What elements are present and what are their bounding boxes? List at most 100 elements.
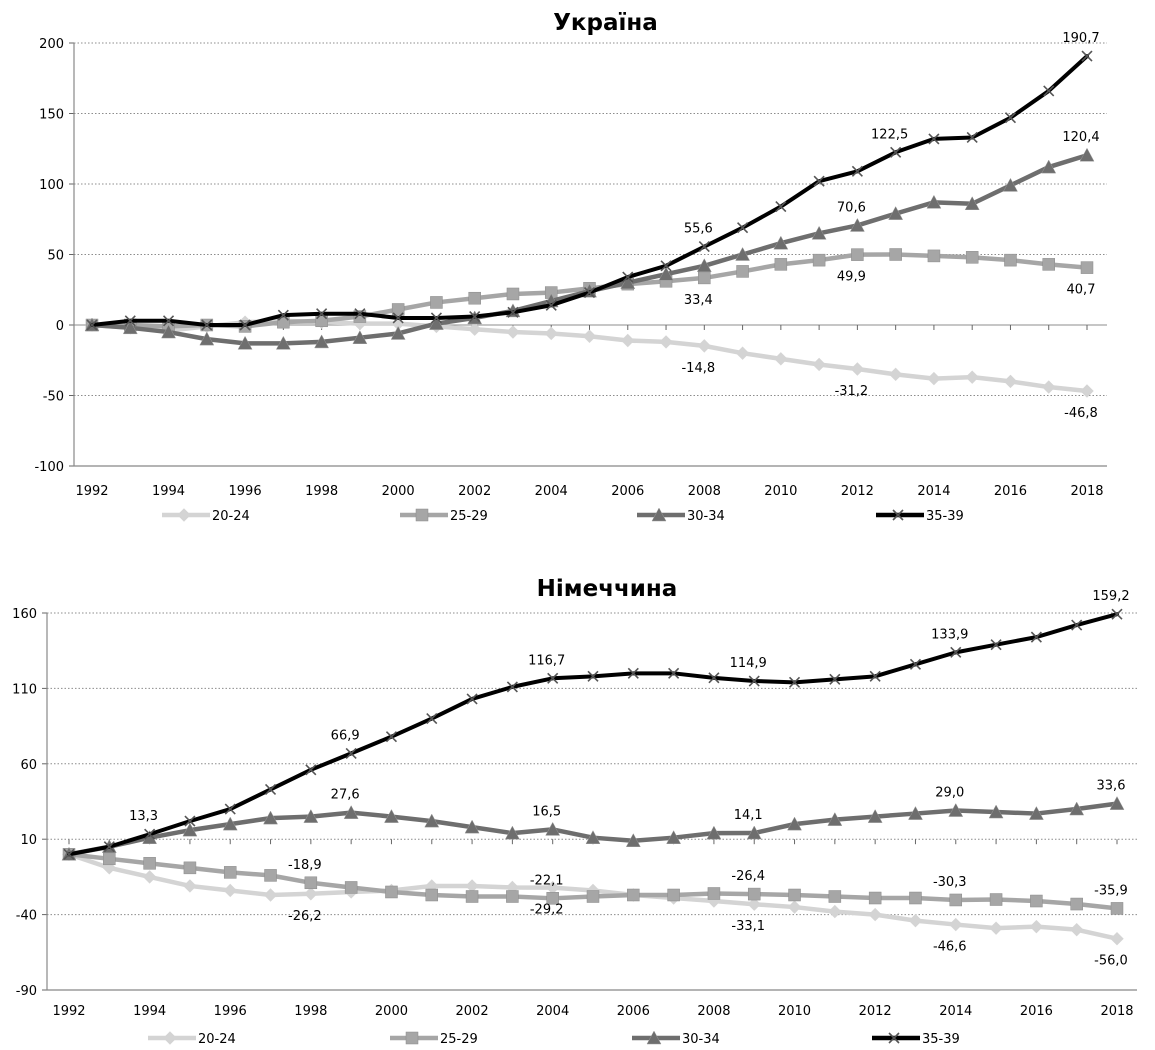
data-point — [385, 885, 398, 899]
data-point — [162, 315, 175, 327]
y-tick-label: -50 — [43, 390, 64, 405]
data-point — [926, 194, 942, 209]
data-label: 116,7 — [528, 653, 565, 668]
legend-item: 30-34 — [637, 507, 725, 524]
data-point — [1079, 147, 1095, 162]
data-point — [467, 322, 482, 336]
data-point — [391, 303, 405, 316]
data-point — [199, 331, 215, 346]
data-point — [746, 825, 762, 840]
data-point — [1080, 261, 1094, 274]
data-point — [103, 841, 115, 853]
data-point — [828, 904, 842, 919]
data-point — [583, 287, 596, 299]
data-label: -22,1 — [530, 873, 564, 888]
data-point — [909, 891, 922, 905]
data-point — [621, 333, 635, 348]
data-point — [430, 312, 442, 324]
legend-label: 35-39 — [926, 509, 964, 524]
legend-label: 35-39 — [922, 1032, 960, 1047]
data-point — [787, 816, 802, 831]
data-point — [735, 346, 750, 360]
data-point — [1003, 374, 1018, 389]
data-point — [948, 803, 964, 817]
data-point — [586, 890, 600, 903]
x-tick-label: 1992 — [75, 484, 108, 499]
data-point — [103, 852, 116, 866]
data-point — [706, 825, 722, 840]
data-label: 190,7 — [1062, 31, 1099, 46]
chart-1: Україна -100 -50 0 50 100 150 200 1992 1994 1996 19… — [34, 10, 1107, 524]
data-point — [829, 673, 841, 685]
data-point — [392, 312, 404, 324]
x-tick-label: 2016 — [1020, 1004, 1053, 1019]
y-tick-label: 50 — [47, 249, 64, 264]
data-point — [1111, 608, 1123, 620]
data-point — [890, 146, 902, 158]
data-point — [184, 815, 196, 827]
x-tick-label: 2014 — [939, 1004, 972, 1019]
data-point — [237, 335, 253, 350]
data-point — [385, 731, 398, 743]
data-point — [737, 222, 749, 234]
data-label: 114,9 — [730, 656, 767, 671]
data-point — [990, 639, 1002, 651]
data-label: 70,6 — [837, 200, 866, 215]
x-tick-label: 2014 — [917, 484, 950, 499]
data-point — [811, 225, 827, 240]
data-label: -30,3 — [933, 875, 967, 890]
series-line — [89, 152, 1090, 346]
data-point — [390, 325, 406, 340]
x-tick-label: 1992 — [52, 1004, 85, 1019]
data-point — [344, 881, 358, 894]
data-point — [888, 367, 903, 382]
data-point — [304, 876, 318, 890]
data-point — [124, 315, 136, 327]
chart-title: Україна — [553, 10, 658, 36]
data-label: 40,7 — [1067, 283, 1096, 298]
data-point — [949, 893, 963, 907]
data-point — [849, 217, 865, 232]
data-point — [506, 325, 520, 339]
data-point — [988, 804, 1004, 819]
data-point — [1080, 384, 1094, 398]
data-label: 14,1 — [734, 808, 763, 823]
data-point — [927, 249, 941, 263]
data-point — [464, 819, 480, 834]
legend-label: 30-34 — [682, 1032, 720, 1047]
chart-title: Німеччина — [537, 576, 678, 602]
data-point — [868, 891, 882, 905]
data-point — [622, 271, 634, 283]
data-point — [927, 371, 941, 386]
data-point — [239, 319, 251, 331]
data-label: -56,0 — [1094, 954, 1128, 969]
data-point — [1042, 380, 1056, 394]
data-point — [426, 712, 438, 725]
data-point — [506, 681, 518, 693]
x-tick-label: 2000 — [375, 1004, 408, 1019]
data-point — [1042, 258, 1055, 271]
data-point — [223, 866, 237, 879]
x-tick-label: 2016 — [994, 484, 1027, 499]
x-tick-label: 2000 — [382, 484, 415, 499]
legend-marker — [415, 508, 429, 522]
x-tick-label: 1998 — [294, 1004, 327, 1019]
data-point — [950, 646, 962, 658]
data-point — [1029, 919, 1044, 934]
data-point — [122, 320, 138, 335]
data-point — [698, 241, 710, 253]
data-point — [183, 879, 197, 893]
data-point — [182, 822, 198, 837]
data-point — [908, 806, 923, 820]
x-tick-label: 1998 — [305, 484, 338, 499]
data-point — [86, 319, 98, 331]
data-label: 27,6 — [331, 788, 360, 803]
x-tick-label: 2006 — [617, 1004, 650, 1019]
data-point — [314, 334, 330, 349]
series-35-39 — [63, 608, 1123, 860]
legend-marker — [405, 1031, 419, 1045]
data-point — [850, 362, 865, 376]
series-30-34 — [84, 147, 1095, 350]
data-point — [869, 670, 881, 682]
